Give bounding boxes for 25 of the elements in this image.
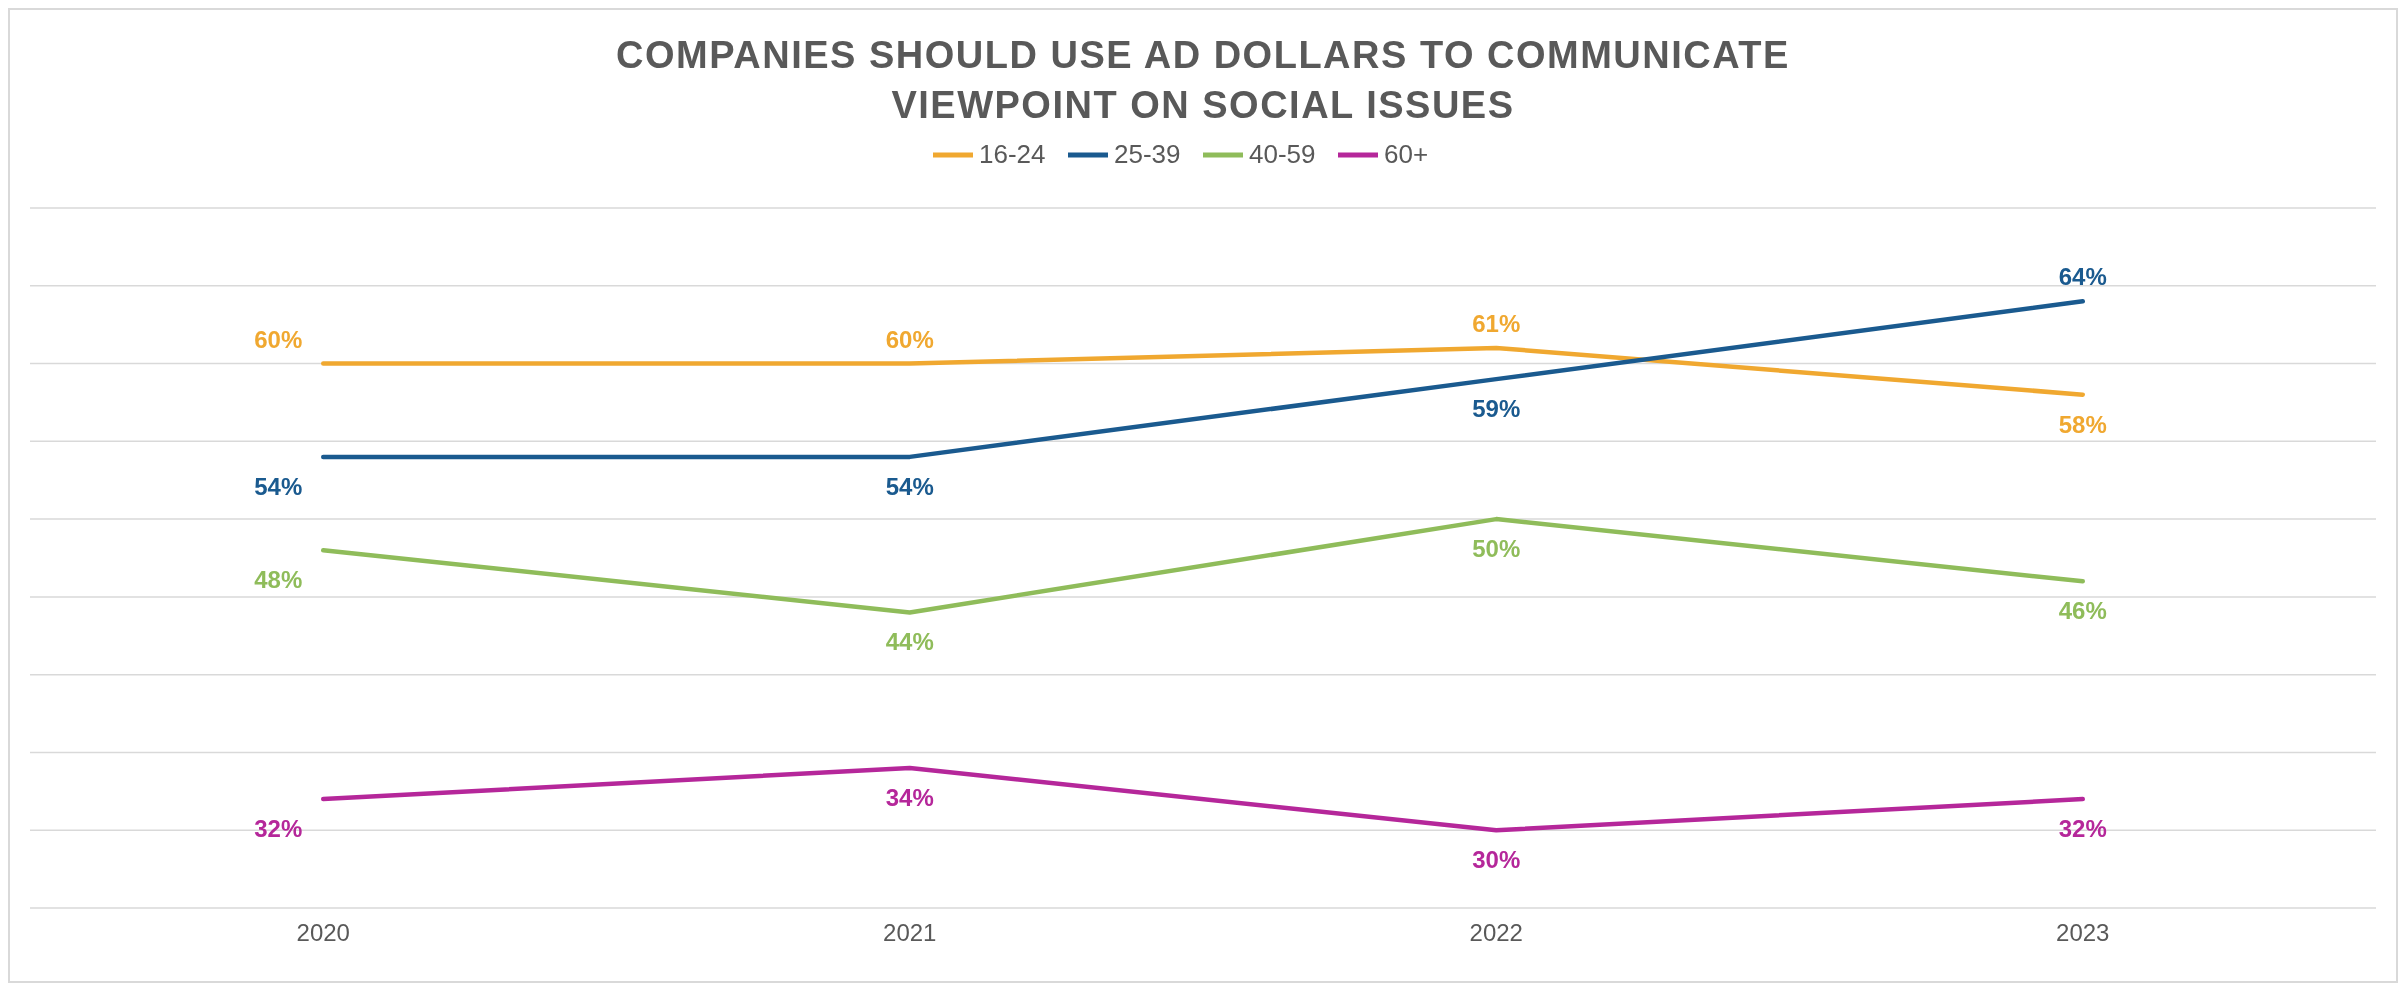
- x-tick-label: 2021: [883, 919, 937, 946]
- legend-label: 25-39: [1114, 139, 1181, 169]
- data-label: 50%: [1472, 535, 1521, 563]
- data-label: 54%: [885, 472, 934, 500]
- data-label: 58%: [2058, 410, 2107, 438]
- data-label: 32%: [254, 815, 303, 843]
- legend-label: 60+: [1384, 139, 1429, 169]
- data-label: 54%: [254, 472, 303, 500]
- data-label: 48%: [254, 566, 303, 594]
- x-tick-label: 2022: [1469, 919, 1523, 946]
- data-label: 60%: [885, 325, 934, 353]
- data-label: 64%: [2058, 263, 2107, 291]
- data-label: 46%: [2058, 597, 2107, 625]
- data-label: 60%: [254, 325, 303, 353]
- legend-label: 16-24: [979, 139, 1046, 169]
- data-label: 34%: [885, 784, 934, 811]
- x-tick-label: 2020: [296, 919, 350, 946]
- data-label: 44%: [885, 628, 934, 656]
- data-label: 59%: [1472, 395, 1521, 423]
- legend-label: 40-59: [1249, 139, 1316, 169]
- data-label: 61%: [1472, 310, 1521, 337]
- data-label: 32%: [2058, 815, 2107, 843]
- x-tick-label: 2023: [2056, 919, 2110, 946]
- data-label: 30%: [1472, 846, 1521, 874]
- chart-title: COMPANIES SHOULD USE AD DOLLARS TO COMMUNICATE VIEWPOINT ON SOCIAL ISSUES: [616, 34, 1790, 126]
